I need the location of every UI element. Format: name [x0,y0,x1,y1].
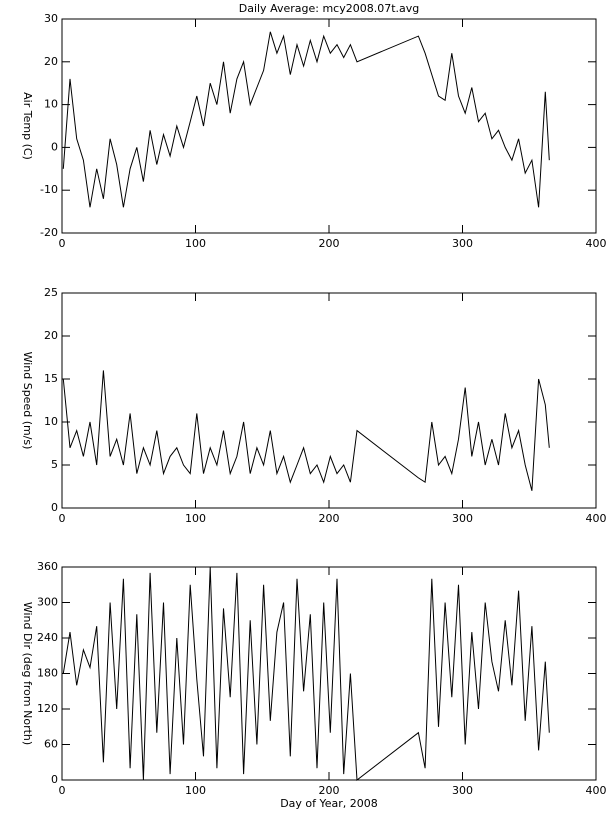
y-tick-label: 0 [51,140,58,153]
data-line [62,566,550,781]
x-tick-label: 100 [185,512,206,525]
chart-title: Daily Average: mcy2008.07t.avg [239,2,420,15]
y-tick-label: 0 [51,501,58,514]
x-tick-label: 100 [185,784,206,797]
y-tick-label: 360 [37,560,58,573]
data-line [62,31,550,208]
x-tick-label: 0 [59,512,66,525]
y-axis-label: Wind Speed (m/s) [21,352,34,450]
y-tick-label: 15 [44,372,58,385]
x-tick-label: 0 [59,237,66,250]
x-axis-label: Day of Year, 2008 [280,797,378,810]
y-tick-label: 300 [37,596,58,609]
x-tick-label: 300 [452,784,473,797]
x-tick-label: 0 [59,784,66,797]
y-tick-label: 10 [44,415,58,428]
plot-frame [61,292,597,509]
y-tick-label: 30 [44,12,58,25]
y-axis-label: Wind Dir (deg from North) [21,602,34,745]
x-tick-label: 100 [185,237,206,250]
y-axis-label: Air Temp (C) [21,92,34,160]
y-tick-label: 0 [51,773,58,786]
x-tick-label: 200 [319,784,340,797]
y-tick-label: 180 [37,667,58,680]
x-tick-label: 400 [586,512,607,525]
x-tick-label: 200 [319,512,340,525]
x-tick-label: 400 [586,784,607,797]
data-line [62,370,550,491]
y-tick-label: 10 [44,98,58,111]
x-tick-label: 200 [319,237,340,250]
y-tick-label: 25 [44,286,58,299]
y-tick-label: -10 [40,183,58,196]
x-tick-label: 300 [452,237,473,250]
y-tick-label: 20 [44,55,58,68]
y-tick-label: 20 [44,329,58,342]
y-tick-label: -20 [40,226,58,239]
y-tick-label: 60 [44,738,58,751]
y-tick-label: 240 [37,631,58,644]
y-tick-label: 5 [51,458,58,471]
x-tick-label: 400 [586,237,607,250]
x-tick-label: 300 [452,512,473,525]
y-tick-label: 120 [37,702,58,715]
